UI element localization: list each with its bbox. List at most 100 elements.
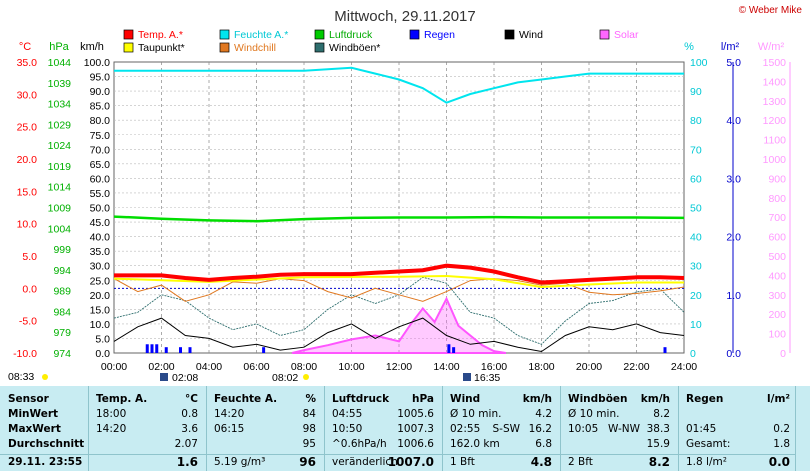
wind-tick-label: 95.0 [90, 72, 111, 84]
wind-value: 4.8 [530, 455, 552, 469]
credit-label[interactable]: © Weber Mike [739, 5, 803, 16]
humidity-tick-label: 10 [690, 319, 702, 331]
series-temp [114, 263, 685, 285]
feuchte-value: 95 [302, 438, 316, 450]
wind-desc: 02:55 [450, 423, 481, 435]
legend-label: Taupunkt* [138, 42, 185, 54]
solar-tick-label: 1200 [763, 115, 787, 127]
series-wind [113, 317, 685, 353]
rain-bar [262, 347, 266, 353]
solar-tick-label: 200 [768, 309, 786, 321]
pressure-tick-label: 1004 [48, 223, 72, 235]
wind-dir: S-SW [492, 423, 520, 435]
windboeen-value: 15.9 [646, 438, 670, 450]
series-luftdruck [113, 215, 685, 223]
header-luftdruck-unit: hPa [412, 393, 434, 405]
chart-grid [113, 61, 685, 354]
wind-tick-label: 45.0 [90, 217, 111, 229]
legend-swatch [123, 29, 134, 40]
moon-icon [160, 373, 168, 381]
wind-tick-label: 60.0 [90, 173, 111, 185]
temp-time: 14:20 [96, 423, 127, 435]
header-regen: Regen [686, 393, 724, 405]
solar-tick-label: 900 [768, 173, 786, 185]
solar-tick-label: 0 [780, 348, 786, 360]
temp-tick-label: 30.0 [17, 89, 38, 101]
temp-tick-label: 15.0 [17, 186, 38, 198]
humidity-tick-label: 80 [690, 115, 702, 127]
pressure-tick-label: 1029 [48, 119, 72, 131]
rain-axis-unit: l/m² [721, 41, 740, 53]
moon-icon [463, 373, 471, 381]
humidity-tick-label: 20 [690, 290, 702, 302]
rain-bar [164, 347, 168, 353]
windboeen-dir: W-NW [608, 423, 640, 435]
regen-time: Gesamt: [686, 438, 731, 450]
temp-value: 3.6 [181, 423, 198, 435]
luftdruck-value: 1006.6 [397, 438, 434, 450]
windboeen-value: 8.2 [653, 408, 670, 420]
regen-time: 01:45 [686, 423, 717, 435]
header-luftdruck: Luftdruck [332, 393, 390, 405]
temp-time: 18:00 [96, 408, 127, 420]
wind-value: 16.2 [528, 423, 552, 435]
solar-tick-label: 800 [768, 193, 786, 205]
wind-tick-label: 20.0 [90, 290, 111, 302]
solar-tick-label: 300 [768, 290, 786, 302]
feuchte-time: 14:20 [214, 408, 245, 420]
wind-tick-label: 35.0 [90, 246, 111, 258]
wind-desc: 1 Bft [450, 456, 475, 468]
legend-swatch [409, 29, 420, 40]
time-tick-label: 06:00 [243, 361, 269, 373]
pressure-tick-label: 1044 [48, 57, 72, 69]
humidity-tick-label: 90 [690, 86, 702, 98]
time-tick-label: 10:00 [338, 361, 364, 373]
solar-tick-label: 700 [768, 212, 786, 224]
sun-mark-label: 08:02 [272, 372, 298, 384]
temp-value: 0.8 [181, 408, 198, 420]
temp-tick-label: 10.0 [17, 219, 38, 231]
temp-tick-label: 35.0 [17, 57, 38, 69]
solar-tick-label: 1300 [763, 96, 787, 108]
pressure-tick-label: 1009 [48, 203, 72, 215]
legend-label: Luftdruck [329, 29, 373, 41]
wind-desc: Ø 10 min. [450, 408, 502, 420]
time-tick-label: 02:00 [148, 361, 174, 373]
luftdruck-time: 04:55 [332, 408, 363, 420]
pressure-tick-label: 999 [53, 244, 71, 256]
regen-value: 0.0 [768, 455, 790, 469]
solar-tick-label: 600 [768, 232, 786, 244]
wind-tick-label: 5.0 [95, 333, 110, 345]
time-tick-label: 16:00 [481, 361, 507, 373]
time-tick-label: 04:00 [196, 361, 222, 373]
humidity-tick-label: 40 [690, 232, 702, 244]
wind-tick-label: 65.0 [90, 159, 111, 171]
pressure-tick-label: 1024 [48, 140, 72, 152]
pressure-tick-label: 994 [53, 265, 71, 277]
pressure-axis-unit: hPa [49, 41, 69, 53]
wind-value: 4.2 [535, 408, 552, 420]
rain-bar [447, 344, 451, 353]
solar-tick-label: 500 [768, 251, 786, 263]
temp-axis-unit: °C [19, 41, 31, 53]
windboeen-value: 38.3 [646, 423, 670, 435]
time-tick-label: 20:00 [576, 361, 602, 373]
legend-label: Windböen* [329, 42, 380, 54]
series-windchill [113, 278, 685, 302]
windboeen-desc: 10:05 [568, 423, 599, 435]
row-label: MinWert [8, 408, 59, 420]
humidity-tick-label: 60 [690, 173, 702, 185]
wind-desc: 162.0 km [450, 438, 500, 450]
regen-time: 1.8 l/m² [686, 456, 727, 468]
rain-bar [150, 344, 154, 353]
time-tick-label: 22:00 [623, 361, 649, 373]
header-sensor: Sensor [8, 393, 49, 405]
temp-tick-label: 0.0 [22, 283, 37, 295]
feuchte-time: 06:15 [214, 423, 245, 435]
wind-tick-label: 90.0 [90, 86, 111, 98]
windboeen-desc: 2 Bft [568, 456, 593, 468]
rain-tick-label: 2.0 [726, 232, 741, 244]
sun-rise-dot [42, 374, 48, 380]
legend-label: Windchill [234, 42, 276, 54]
legend-swatch [314, 29, 325, 40]
